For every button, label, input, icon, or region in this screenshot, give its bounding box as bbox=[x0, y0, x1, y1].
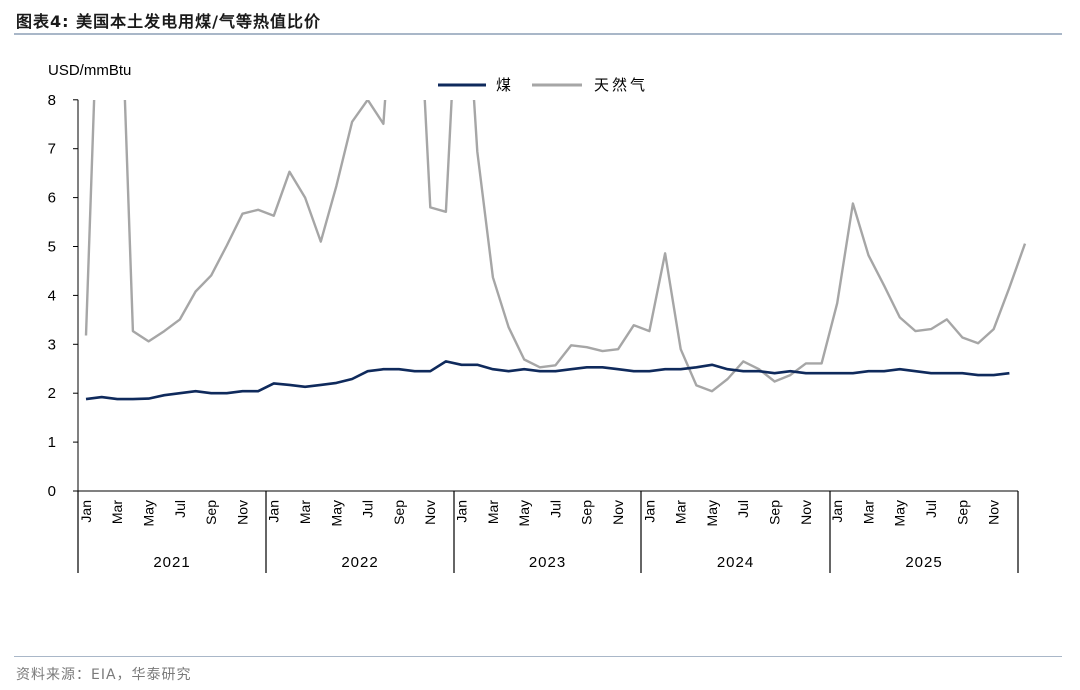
y-tick-label: 8 bbox=[48, 92, 56, 109]
legend-label-coal: 煤 bbox=[496, 77, 511, 94]
x-tick-label: Nov bbox=[610, 500, 626, 525]
x-tick-label: Sep bbox=[203, 500, 219, 525]
x-tick-label: Sep bbox=[954, 500, 970, 525]
x-tick-label: Jul bbox=[735, 500, 751, 518]
year-label: 2023 bbox=[529, 554, 566, 571]
y-tick-label: 6 bbox=[48, 190, 56, 207]
x-tick-label: Nov bbox=[798, 500, 814, 525]
x-tick-label: Mar bbox=[485, 500, 501, 524]
x-tick-label: Jul bbox=[360, 500, 376, 518]
footer-divider bbox=[14, 656, 1062, 657]
x-tick-label: May bbox=[516, 500, 532, 526]
series-line-gas bbox=[84, 100, 1027, 393]
y-tick-label: 1 bbox=[48, 434, 56, 451]
x-tick-label: May bbox=[328, 500, 344, 526]
year-label: 2021 bbox=[153, 554, 190, 571]
series-line-coal bbox=[85, 360, 1010, 401]
line-chart: USD/mmBtu 煤 天然气 0 1 2 3 4 5 6 7 8 Jan Mar May Jul Se… bbox=[48, 62, 1027, 573]
figure-title: 图表4: 美国本土发电用煤/气等热值比价 bbox=[16, 12, 321, 31]
x-tick-label: Mar bbox=[673, 500, 689, 524]
x-tick-label: Nov bbox=[422, 500, 438, 525]
x-tick-label: Jan bbox=[641, 500, 657, 523]
year-label: 2022 bbox=[341, 554, 378, 571]
plot-area bbox=[84, 100, 1027, 401]
x-tick-label: Mar bbox=[109, 500, 125, 524]
legend-label-gas: 天然气 bbox=[594, 77, 648, 94]
y-axis-unit-label: USD/mmBtu bbox=[48, 62, 131, 79]
x-tick-label: Sep bbox=[579, 500, 595, 525]
x-tick-label: Sep bbox=[391, 500, 407, 525]
legend: 煤 天然气 bbox=[438, 77, 648, 94]
x-tick-label: Mar bbox=[297, 500, 313, 524]
x-tick-label: Nov bbox=[234, 500, 250, 525]
source-note: 资料来源：EIA，华泰研究 bbox=[16, 667, 192, 683]
x-tick-label: May bbox=[892, 500, 908, 526]
x-tick-label: Jan bbox=[266, 500, 282, 523]
x-tick-label: Jul bbox=[923, 500, 939, 518]
x-axis: Jan Mar May Jul Sep Nov Jan Mar May Jul Sep Nov Jan M… bbox=[77, 490, 1019, 573]
y-tick-label: 0 bbox=[48, 483, 56, 500]
y-axis: 0 1 2 3 4 5 6 7 8 bbox=[48, 92, 79, 500]
x-tick-label: Jan bbox=[78, 500, 94, 523]
x-tick-label: Jan bbox=[454, 500, 470, 523]
x-tick-label: Mar bbox=[860, 500, 876, 524]
x-tick-label: Jul bbox=[547, 500, 563, 518]
year-label: 2024 bbox=[717, 554, 754, 571]
x-tick-label: Sep bbox=[767, 500, 783, 525]
x-tick-label: May bbox=[704, 500, 720, 526]
y-tick-label: 2 bbox=[48, 385, 56, 402]
y-tick-label: 5 bbox=[48, 239, 56, 256]
x-tick-label: Jan bbox=[829, 500, 845, 523]
y-tick-label: 4 bbox=[48, 287, 56, 304]
x-tick-label: Jul bbox=[172, 500, 188, 518]
title-divider bbox=[14, 33, 1062, 35]
x-tick-label: May bbox=[141, 500, 157, 526]
y-tick-label: 3 bbox=[48, 336, 56, 353]
y-tick-label: 7 bbox=[48, 141, 56, 158]
x-tick-label: Nov bbox=[986, 500, 1002, 525]
year-label: 2025 bbox=[905, 554, 942, 571]
